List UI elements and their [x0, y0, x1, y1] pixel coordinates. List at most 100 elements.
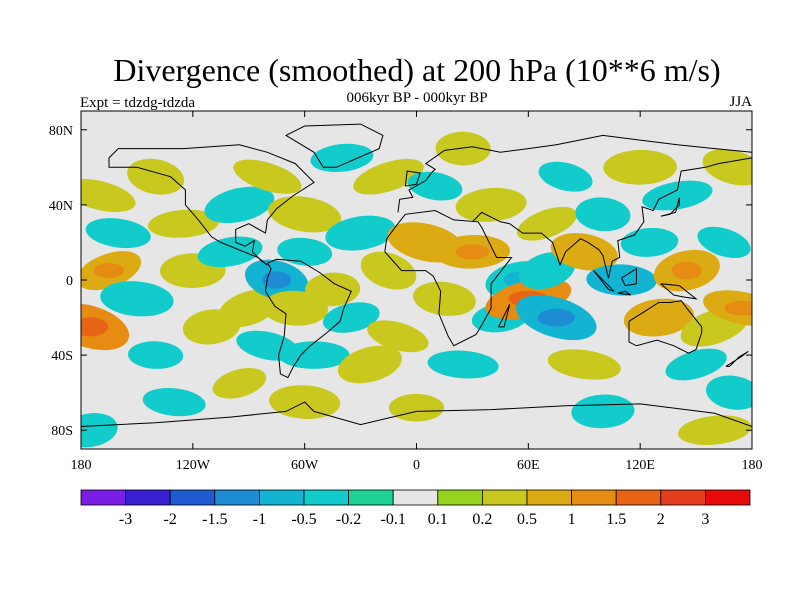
- field-region: [218, 289, 280, 328]
- field-region: [353, 158, 424, 195]
- field-core: [643, 309, 675, 326]
- field-region: [620, 227, 679, 257]
- coastline: [498, 304, 511, 328]
- colorbar-label: 1.5: [606, 511, 626, 528]
- x-tick-label: 60E: [517, 458, 540, 473]
- field-region: [571, 394, 635, 429]
- field-region: [305, 272, 361, 307]
- x-tick-label: 180: [71, 458, 92, 473]
- field-region: [706, 375, 752, 410]
- field-region: [665, 348, 727, 381]
- field-region: [388, 393, 445, 422]
- x-tick-label: 120E: [625, 458, 655, 473]
- colorbar-label: -1.5: [202, 511, 227, 528]
- field-region: [678, 415, 752, 446]
- field-region: [268, 196, 342, 233]
- coastline: [108, 144, 315, 266]
- field-region: [278, 341, 350, 369]
- field-region: [310, 143, 374, 173]
- colorbar-bin: [169, 489, 216, 506]
- colorbar-label: -1: [253, 511, 266, 528]
- coastline: [660, 283, 698, 300]
- colorbar-bin: [437, 489, 483, 506]
- field-core: [605, 273, 638, 287]
- field-core: [262, 271, 292, 289]
- field-core: [455, 244, 490, 260]
- field-core: [81, 317, 109, 337]
- colorbar-bin: [125, 489, 171, 506]
- field-region: [325, 215, 396, 251]
- colorbar-label: -3: [119, 511, 132, 528]
- field-region: [516, 206, 578, 241]
- coastline: [472, 157, 752, 279]
- field-region: [277, 237, 333, 266]
- field-region: [233, 159, 302, 194]
- coastline: [264, 258, 352, 379]
- coastline: [628, 300, 703, 354]
- y-tick-label: 80S: [51, 424, 73, 439]
- field-region: [127, 158, 185, 195]
- y-tick-label: 40N: [49, 199, 73, 214]
- field-region: [547, 349, 621, 380]
- colorbar-bin: [615, 489, 662, 506]
- field-region: [100, 281, 174, 317]
- season-label: JJA: [729, 94, 752, 110]
- colorbar-label: 1: [568, 511, 576, 528]
- x-tick-label: 180: [742, 458, 763, 473]
- field-region: [197, 236, 263, 268]
- colorbar-label: 0.1: [428, 511, 448, 528]
- field-region: [128, 341, 184, 369]
- coastline: [404, 170, 421, 187]
- x-axis: 180 120W 60W 0 60E 120E 180: [71, 111, 763, 473]
- field-region: [427, 350, 499, 379]
- field-region: [413, 281, 476, 316]
- chart-title: Divergence (smoothed) at 200 hPa (10**6 …: [113, 52, 720, 88]
- colorbar-bin: [526, 489, 572, 506]
- field-core: [93, 263, 125, 279]
- field-region: [322, 302, 380, 333]
- x-tick-label: 0: [413, 458, 420, 473]
- field-region: [455, 187, 527, 222]
- colorbar-bin: [392, 489, 439, 506]
- colorbar-label: -0.2: [336, 511, 361, 528]
- field-region: [575, 197, 631, 232]
- coastline: [725, 350, 749, 367]
- colorbar-bin: [348, 489, 394, 506]
- field-region: [603, 149, 677, 185]
- colorbar: -3 -2 -1.5 -1 -0.5 -0.2 -0.1 0.1 0.2 0.5 1 1.5 2 3: [80, 489, 751, 528]
- field-region: [204, 186, 275, 224]
- coastline: [81, 401, 752, 427]
- coastline: [384, 209, 513, 347]
- colorbar-bin: [481, 489, 528, 506]
- colorbar-bin: [705, 489, 751, 506]
- field-core: [671, 261, 702, 280]
- x-tick-label: 60W: [291, 458, 319, 473]
- x-tick-label: 120W: [176, 458, 211, 473]
- coastline: [660, 197, 680, 217]
- y-tick-label: 0: [66, 274, 73, 289]
- field-region: [435, 131, 491, 166]
- field-region: [142, 387, 206, 417]
- field-core: [408, 234, 444, 251]
- field-core: [569, 243, 600, 260]
- colorbar-bin: [571, 489, 617, 506]
- field-region: [147, 209, 220, 238]
- divergence-field: [81, 131, 752, 448]
- experiment-label: Expt = tdzdg-tdzda: [80, 95, 195, 111]
- y-tick-label: 80N: [49, 124, 73, 139]
- field-region: [85, 218, 151, 249]
- coastline: [617, 290, 632, 296]
- chart-subtitle: 006kyr BP - 000kyr BP: [346, 90, 487, 106]
- colorbar-label: -0.5: [291, 511, 316, 528]
- field-region: [81, 178, 136, 213]
- field-region: [337, 345, 402, 384]
- coastline: [593, 270, 615, 292]
- field-region: [642, 180, 713, 211]
- field-region: [697, 226, 751, 259]
- colorbar-label: -0.1: [381, 511, 406, 528]
- field-region: [81, 413, 118, 448]
- colorbar-bin: [214, 489, 260, 506]
- colorbar-label: 0.2: [472, 511, 492, 528]
- colorbar-label: -2: [164, 511, 177, 528]
